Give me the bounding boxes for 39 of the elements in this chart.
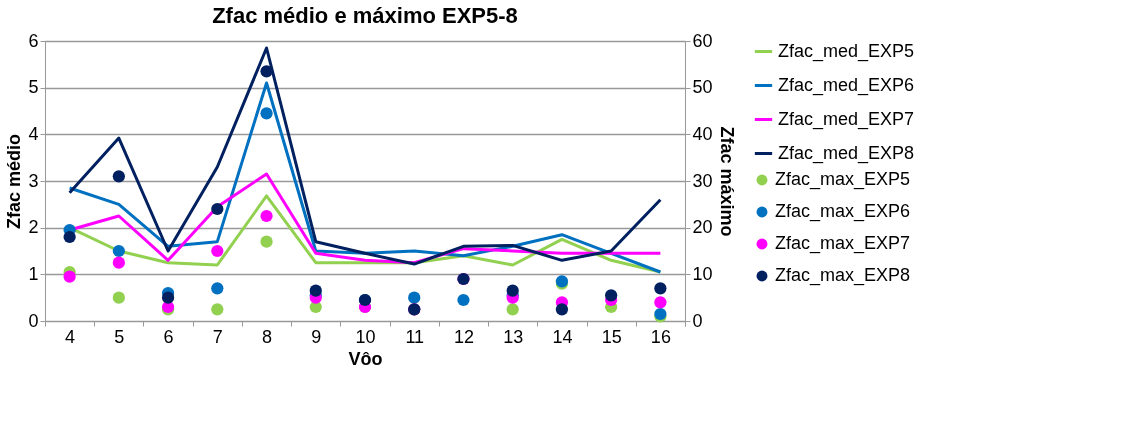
x-tick-label: 5 bbox=[114, 326, 125, 347]
x-tick-label: 14 bbox=[552, 326, 573, 347]
y2-tick-label: 10 bbox=[692, 263, 713, 284]
y-tick-label: 4 bbox=[28, 123, 39, 144]
x-tick-label: 6 bbox=[163, 326, 174, 347]
legend-label: Zfac_med_EXP7 bbox=[778, 108, 915, 130]
legend-label: Zfac_max_EXP7 bbox=[775, 233, 911, 254]
x-axis-title: Vôo bbox=[348, 348, 383, 369]
y-tick-label: 1 bbox=[28, 263, 39, 284]
x-tick-label: 12 bbox=[453, 326, 474, 347]
legend-label: Zfac_max_EXP5 bbox=[775, 169, 911, 190]
y-axis-title: Zfac médio bbox=[4, 133, 25, 230]
y2-tick-label: 30 bbox=[692, 170, 713, 191]
chart-title: Zfac médio e máximo EXP5-8 bbox=[212, 3, 518, 28]
y-tick-label: 6 bbox=[28, 30, 39, 51]
x-tick-label: 10 bbox=[355, 326, 376, 347]
x-tick-label: 9 bbox=[311, 326, 322, 347]
y2-tick-label: 40 bbox=[692, 123, 713, 144]
y-tick-label: 3 bbox=[28, 170, 39, 191]
y2-axis-title: Zfac máximo bbox=[716, 126, 737, 237]
legend-label: Zfac_med_EXP6 bbox=[778, 74, 915, 96]
x-tick-label: 15 bbox=[601, 326, 622, 347]
x-tick-label: 4 bbox=[65, 326, 76, 347]
x-tick-label: 16 bbox=[650, 326, 671, 347]
legend-label: Zfac_med_EXP8 bbox=[778, 142, 915, 164]
x-tick-label: 8 bbox=[262, 326, 273, 347]
y2-tick-label: 50 bbox=[692, 77, 713, 98]
x-tick-label: 13 bbox=[503, 326, 524, 347]
y-tick-label: 5 bbox=[28, 77, 39, 98]
y2-tick-label: 20 bbox=[692, 217, 713, 238]
legend-label: Zfac_max_EXP6 bbox=[775, 201, 911, 222]
y2-tick-label: 0 bbox=[692, 310, 703, 331]
y2-tick-label: 60 bbox=[692, 30, 713, 51]
y-tick-label: 2 bbox=[28, 217, 39, 238]
legend-label: Zfac_max_EXP8 bbox=[775, 265, 911, 286]
x-tick-label: 11 bbox=[405, 326, 425, 347]
legend-label: Zfac_med_EXP5 bbox=[778, 40, 915, 62]
y-tick-label: 0 bbox=[28, 310, 39, 331]
x-tick-label: 7 bbox=[212, 326, 223, 347]
